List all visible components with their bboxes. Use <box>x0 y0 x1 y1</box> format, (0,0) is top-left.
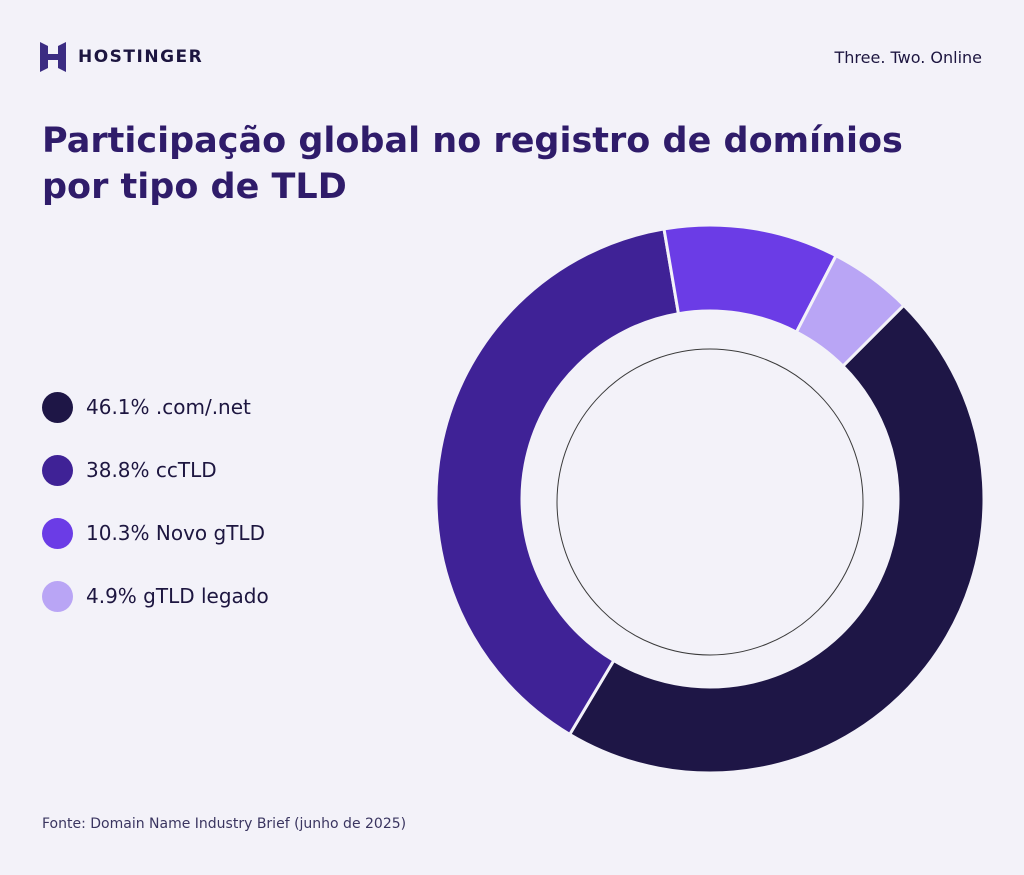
donut-inner-ring <box>556 348 864 656</box>
legend-swatch <box>42 391 73 423</box>
source-note: Fonte: Domain Name Industry Brief (junho… <box>42 816 407 832</box>
legend-swatch <box>42 580 73 612</box>
donut-slice <box>794 253 906 369</box>
chart-title: Participação global no registro de domín… <box>42 121 903 207</box>
legend-label: 46.1% .com/.net <box>86 395 251 419</box>
chart-legend: 46.1% .com/.net 38.8% ccTLD 10.3% Novo g… <box>42 389 402 641</box>
legend-item: 10.3% Novo gTLD <box>42 515 402 551</box>
header: HOSTINGER Three. Two. Online <box>40 40 982 74</box>
tagline: Three. Two. Online <box>834 47 983 67</box>
legend-item: 38.8% ccTLD <box>42 452 402 488</box>
legend-swatch <box>42 517 73 549</box>
legend-item: 4.9% gTLD legado <box>42 578 402 614</box>
donut-slice <box>567 303 986 775</box>
brand: HOSTINGER <box>40 42 203 72</box>
legend-label: 38.8% ccTLD <box>86 458 217 482</box>
donut-slice <box>434 227 681 737</box>
brand-name: HOSTINGER <box>78 47 204 67</box>
hostinger-logo-icon <box>40 42 66 72</box>
donut-chart <box>434 223 986 775</box>
legend-label: 10.3% Novo gTLD <box>86 521 265 545</box>
legend-swatch <box>42 454 73 486</box>
legend-label: 4.9% gTLD legado <box>86 584 269 608</box>
legend-item: 46.1% .com/.net <box>42 389 402 425</box>
